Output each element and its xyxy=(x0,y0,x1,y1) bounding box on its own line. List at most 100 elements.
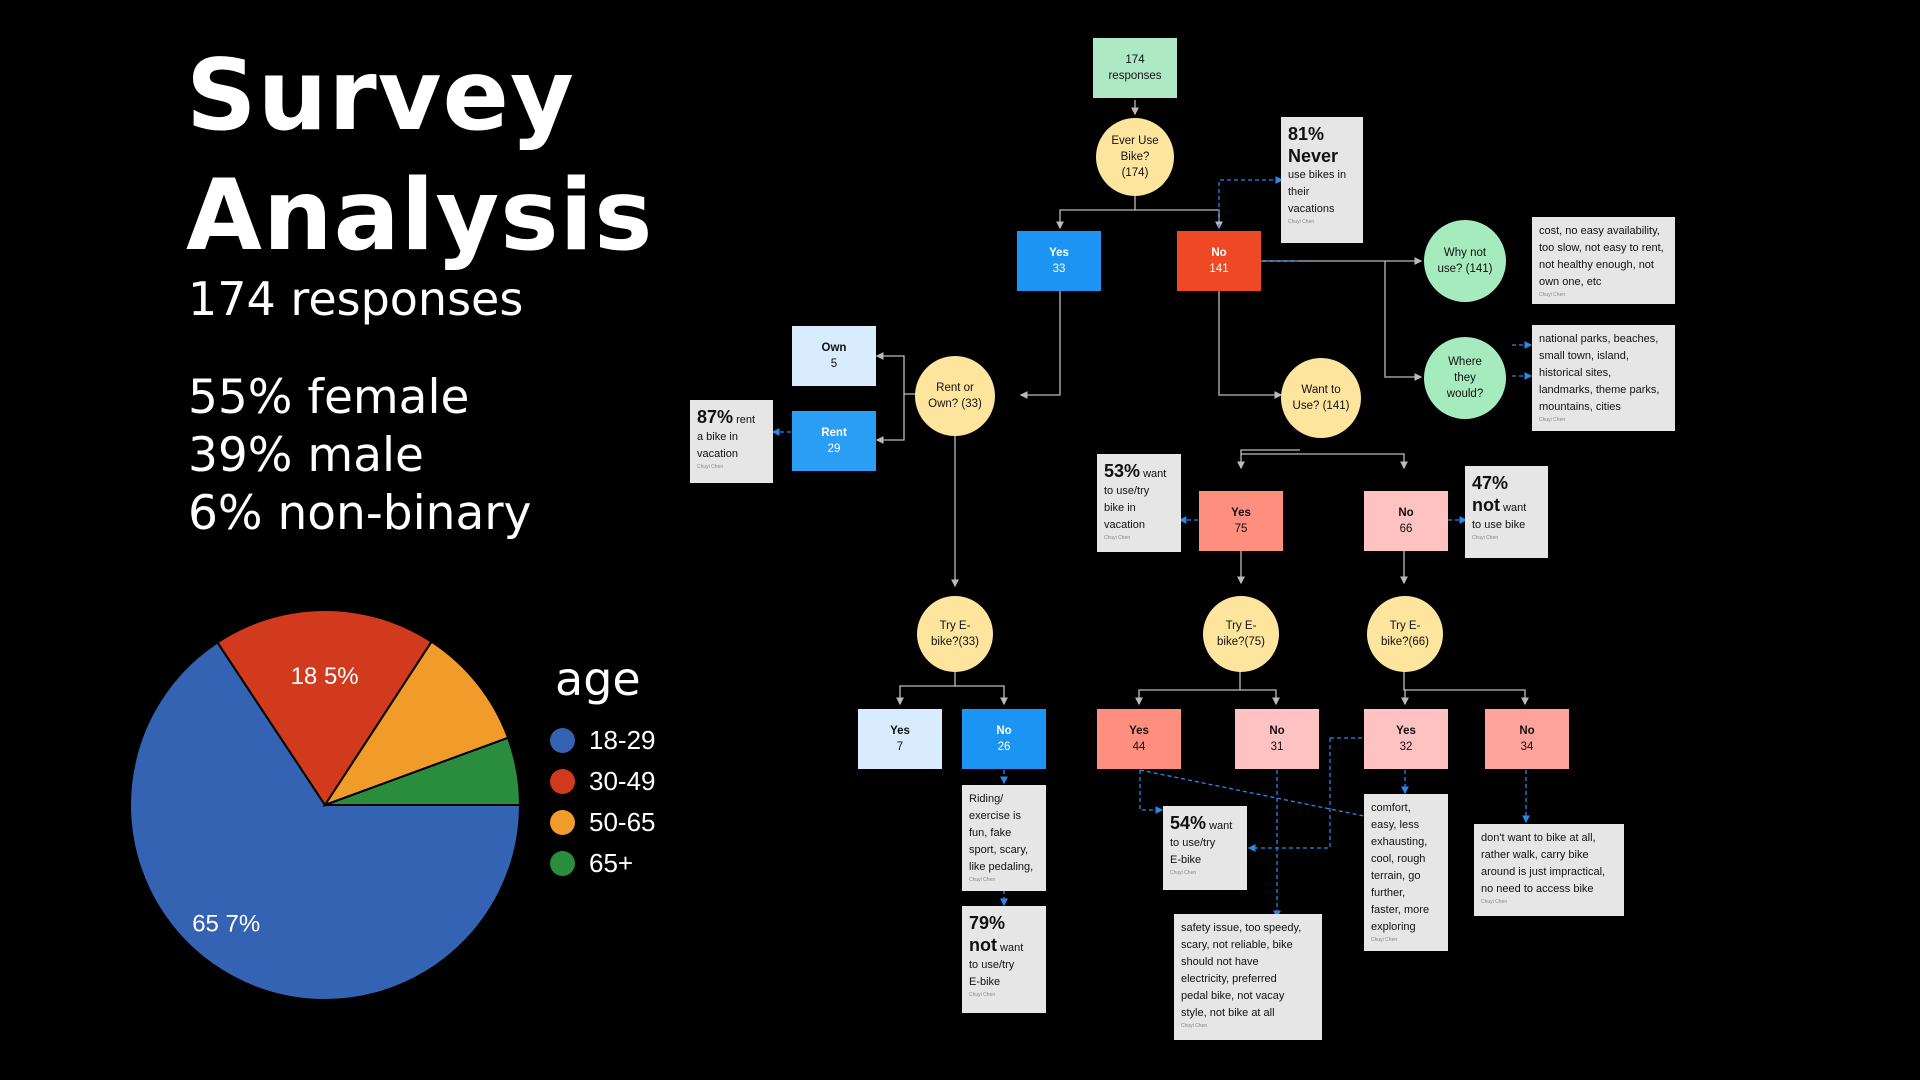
note-signature: Chuyi Chen xyxy=(1288,219,1315,225)
note-text: own one, etc xyxy=(1539,276,1602,288)
node-text: 7 xyxy=(896,741,904,753)
node-text: Want to xyxy=(1301,384,1341,396)
note-pct: 53% xyxy=(1104,461,1141,481)
note-text: E-bike xyxy=(1170,854,1202,866)
node-text: bike?(66) xyxy=(1381,636,1429,648)
note-text: vacation xyxy=(697,448,738,460)
node-text: responses xyxy=(1108,70,1162,82)
note-signature: Chuyi Chen xyxy=(697,464,724,470)
node-text: 66 xyxy=(1399,523,1413,535)
comfort-note: comfort, easy, less exhausting, cool, ro… xyxy=(1364,794,1448,951)
legend-swatch xyxy=(550,809,575,835)
node-text: No xyxy=(1519,725,1535,737)
note-text: want xyxy=(996,942,1024,954)
note-text: exhausting, xyxy=(1371,836,1428,848)
node-text: No xyxy=(1269,725,1285,737)
note-text: want xyxy=(1140,468,1167,480)
legend-item-65-plus: 65+ xyxy=(550,846,633,880)
not-want-79-note: 79% not want to use/try E-bike Chuyi Che… xyxy=(962,906,1046,1013)
note-text: should not have xyxy=(1181,956,1259,968)
note-text: rather walk, carry bike xyxy=(1481,849,1589,861)
node-text: No xyxy=(1398,507,1414,519)
note-text: to use bike xyxy=(1472,519,1526,531)
note-text: use bikes in xyxy=(1288,169,1347,181)
node-text: Try E- xyxy=(1225,620,1257,632)
note-signature: Chuyi Chen xyxy=(1539,292,1566,298)
node-text: Yes xyxy=(1129,725,1149,737)
note-text: safety issue, too speedy, xyxy=(1181,922,1302,934)
note-pct: 81% xyxy=(1288,124,1325,144)
where-note: national parks, beaches, small town, isl… xyxy=(1532,325,1675,431)
node-text: 29 xyxy=(827,443,841,455)
node-text: Why not xyxy=(1443,247,1487,259)
node-text: Try E- xyxy=(939,620,971,632)
note-bold: Never xyxy=(1288,146,1339,166)
node-text: Own xyxy=(821,342,847,354)
note-text: E-bike xyxy=(969,976,1001,988)
ever-use-node: Ever Use Bike? (174) xyxy=(1096,118,1174,196)
note-signature: Chuyi Chen xyxy=(1481,899,1508,905)
node-text: 141 xyxy=(1209,263,1229,275)
no26-node: No 26 xyxy=(962,709,1046,769)
note-text: bike in xyxy=(1104,502,1136,514)
note-text: landmarks, theme parks, xyxy=(1539,384,1660,396)
note-text: pedal bike, not vacay xyxy=(1181,990,1285,1002)
node-text: would? xyxy=(1446,388,1484,400)
male-stat: 39% male xyxy=(188,428,424,483)
node-text: 5 xyxy=(830,358,838,370)
pie-slice-50-65 xyxy=(322,640,510,807)
node-text: use? (141) xyxy=(1437,263,1493,275)
note-text: further, xyxy=(1371,887,1406,899)
legend-label: 18-29 xyxy=(589,724,656,755)
note-signature: Chuyi Chen xyxy=(1371,937,1398,943)
node-text: No xyxy=(1211,247,1227,259)
never-note: 81% Never use bikes in their vacations C… xyxy=(1281,117,1363,243)
legend-item-50-65: 50-65 xyxy=(550,805,656,839)
legend-item-30-49: 30-49 xyxy=(550,764,656,798)
note-text: around is just impractical, xyxy=(1481,866,1606,878)
note-text: comfort, xyxy=(1371,802,1411,814)
note-text: scary, not reliable, bike xyxy=(1181,939,1293,951)
note-signature: Chuyi Chen xyxy=(969,992,996,998)
node-text: Use? (141) xyxy=(1292,400,1350,412)
note-text: small town, island, xyxy=(1539,350,1629,362)
note-text: electricity, preferred xyxy=(1181,973,1277,985)
node-text: Yes xyxy=(1396,725,1416,737)
legend-label: 65+ xyxy=(589,847,634,878)
node-text: 26 xyxy=(997,741,1011,753)
note-bold: not xyxy=(1472,495,1500,515)
note-text: style, not bike at all xyxy=(1181,1007,1275,1019)
dont-want-note: don't want to bike at all, rather walk, … xyxy=(1474,824,1624,916)
note-text: sport, scary, xyxy=(969,844,1029,856)
yes44-node: Yes 44 xyxy=(1097,709,1181,769)
note-text: terrain, go xyxy=(1371,870,1421,882)
pie-label: 65 7% xyxy=(192,910,260,937)
try-ebike-75-node: Try E- bike?(75) xyxy=(1203,596,1279,672)
node-text: Rent or xyxy=(936,382,974,394)
note-text: exploring xyxy=(1371,921,1416,933)
yes7-node: Yes 7 xyxy=(858,709,942,769)
root-node: 174 responses xyxy=(1093,38,1177,98)
node-text: 174 xyxy=(1125,54,1145,66)
no141-node: No 141 xyxy=(1177,231,1261,291)
node-text: 75 xyxy=(1234,523,1248,535)
node-text: Bike? xyxy=(1120,151,1150,163)
note-text: rent xyxy=(733,414,756,426)
note-text: faster, more xyxy=(1371,904,1430,916)
want-54-note: 54% want to use/try E-bike Chuyi Chen xyxy=(1163,806,1247,890)
note-text: vacations xyxy=(1288,203,1335,215)
yes32-node: Yes 32 xyxy=(1364,709,1448,769)
rent-note: 87% rent a bike in vacation Chuyi Chen xyxy=(690,400,773,483)
legend-swatch xyxy=(550,850,575,876)
yes75-node: Yes 75 xyxy=(1199,491,1283,551)
note-signature: Chuyi Chen xyxy=(1539,417,1566,423)
note-text: like pedaling, xyxy=(969,861,1034,873)
node-text: Try E- xyxy=(1389,620,1421,632)
note-pct: 79% xyxy=(969,913,1006,933)
note-text: cost, no easy availability, xyxy=(1539,225,1660,237)
node-text: No xyxy=(996,725,1012,737)
age-pie-chart: 65 7% 18 5% xyxy=(129,609,522,1001)
note-text: exercise is xyxy=(969,810,1021,822)
note-text: to use/try xyxy=(1170,837,1216,849)
node-text: bike?(33) xyxy=(931,636,979,648)
